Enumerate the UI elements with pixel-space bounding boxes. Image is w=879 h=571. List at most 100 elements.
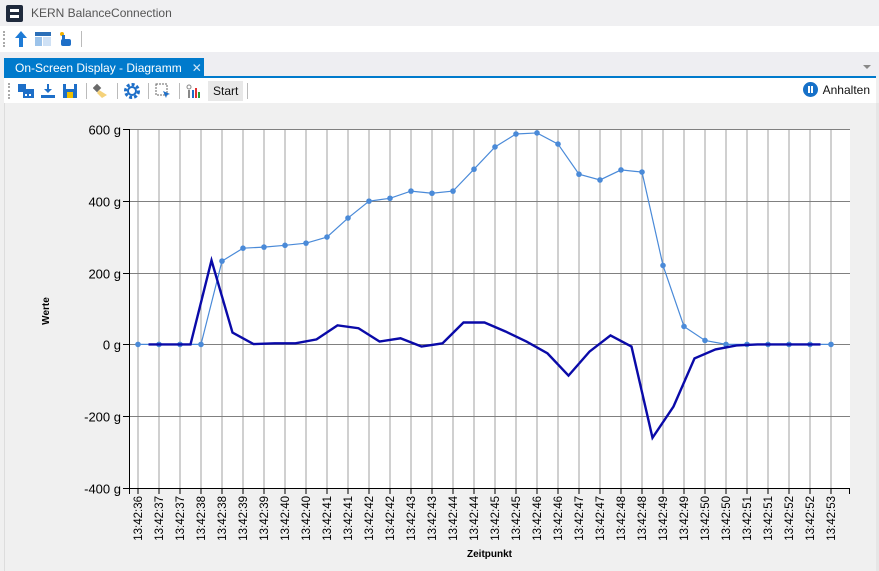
x-tick-label: 13:42:42 (364, 496, 376, 541)
data-point-marker (429, 190, 435, 197)
touch-button[interactable] (55, 29, 75, 49)
select-icon (155, 83, 170, 98)
x-tick-label: 13:42:42 (385, 496, 397, 541)
start-button[interactable]: Start (208, 80, 244, 101)
y-tick-label: 0 g (103, 338, 121, 353)
data-point-marker (324, 234, 330, 240)
data-point-marker (282, 242, 288, 249)
halt-label: Anhalten (822, 82, 870, 97)
data-point-marker (639, 169, 645, 175)
data-point-marker (408, 188, 414, 194)
x-tick-label: 13:42:40 (301, 496, 313, 541)
select-button[interactable] (153, 81, 173, 101)
x-tick-label: 13:42:38 (196, 496, 208, 541)
y-tick-label: -200 g (84, 410, 121, 425)
data-point-marker (387, 195, 393, 202)
data-point-marker (261, 244, 267, 250)
x-tick-label: 13:42:51 (742, 496, 754, 541)
upload-button[interactable] (11, 29, 31, 49)
chart-settings-icon (186, 84, 200, 98)
layout-icon (35, 32, 51, 46)
toolbar-separator (86, 82, 87, 99)
data-point-marker (303, 240, 309, 246)
x-tick-label: 13:42:36 (133, 496, 145, 541)
x-tick-label: 13:42:45 (490, 496, 502, 541)
data-point-marker (576, 171, 582, 178)
title-bar: KERN BalanceConnection (0, 0, 879, 26)
x-tick-label: 13:42:52 (805, 496, 817, 541)
line-chart: 600 g 400 g 200 g 0 g -200 g -400 g 13:42:36 13… (41, 123, 850, 560)
x-tick-label: 13:42:53 (826, 496, 838, 541)
x-tick-label: 13:42:49 (679, 496, 691, 541)
tab-label: On-Screen Display - Diagramm (15, 60, 182, 75)
y-tick-label: 600 g (88, 123, 121, 138)
y-axis-title: Werte (41, 297, 52, 325)
data-point-marker (471, 166, 477, 173)
toolbar-separator (148, 82, 149, 99)
clear-button[interactable] (91, 81, 111, 101)
toolbar-separator (179, 82, 180, 99)
halt-button[interactable]: Anhalten (802, 82, 870, 97)
x-tick-label: 13:42:50 (700, 496, 712, 541)
pause-icon (802, 82, 818, 97)
save-button[interactable] (60, 81, 80, 101)
x-tick-label: 13:42:46 (532, 496, 544, 541)
chart-settings-button[interactable] (184, 81, 204, 101)
series-line-change (148, 255, 821, 441)
data-point-marker (513, 131, 519, 137)
y-tick-label: 200 g (88, 267, 121, 282)
x-tick-label: 13:42:47 (595, 496, 607, 541)
main-toolbar (0, 26, 879, 52)
x-tick-label: 13:42:47 (574, 496, 586, 541)
x-tick-label: 13:42:43 (427, 496, 439, 541)
x-tick-label: 13:42:40 (280, 496, 292, 541)
chart-area: 600 g 400 g 200 g 0 g -200 g -400 g 13:42:36 13… (4, 103, 876, 571)
app-logo-icon (6, 4, 23, 22)
toolbar-grip[interactable] (8, 82, 10, 99)
settings-icon (124, 82, 140, 99)
toolbar-separator (247, 82, 249, 99)
settings-button[interactable] (122, 81, 142, 101)
x-tick-label: 13:42:52 (784, 496, 796, 541)
x-tick-label: 13:42:44 (469, 495, 481, 540)
data-point-marker (198, 341, 204, 348)
tab-dropdown-icon[interactable] (863, 65, 871, 69)
x-axis-title: Zeitpunkt (467, 549, 513, 560)
data-point-marker (492, 144, 498, 150)
x-tick-label: 13:42:38 (217, 496, 229, 541)
x-tick-label: 13:42:51 (763, 496, 775, 541)
layout-button[interactable] (33, 29, 53, 49)
tab-strip: On-Screen Display - Diagramm ✕ (0, 52, 879, 77)
tab-on-screen-display[interactable]: On-Screen Display - Diagramm ✕ (4, 58, 204, 77)
save-icon (63, 83, 77, 98)
copy-button[interactable] (16, 81, 36, 101)
scrollbar[interactable] (876, 103, 879, 571)
data-point-marker (135, 341, 141, 348)
data-point-marker (828, 341, 834, 348)
data-point-marker (597, 177, 603, 183)
x-tick-label: 13:42:46 (553, 496, 565, 541)
data-point-marker (240, 245, 246, 251)
download-button[interactable] (38, 81, 58, 101)
data-point-marker (555, 141, 561, 147)
toolbar-grip[interactable] (3, 31, 5, 47)
data-point-marker (345, 215, 351, 221)
data-point-marker (660, 262, 666, 269)
x-tick-label: 13:42:43 (406, 496, 418, 541)
data-point-marker (534, 130, 540, 136)
data-point-marker (366, 198, 372, 204)
data-point-marker (450, 188, 456, 194)
data-point-marker (702, 337, 708, 344)
x-tick-label: 13:42:50 (721, 496, 733, 541)
window-title: KERN BalanceConnection (31, 6, 172, 20)
close-tab-icon[interactable]: ✕ (191, 60, 202, 75)
plot-area (129, 129, 850, 488)
copy-icon (18, 83, 34, 98)
x-tick-label: 13:42:37 (175, 496, 187, 541)
y-tick-label: 400 g (88, 195, 121, 210)
tab-underline (4, 76, 876, 78)
data-point-marker (723, 341, 729, 348)
clear-icon (93, 83, 107, 98)
data-point-marker (681, 323, 687, 330)
x-tick-label: 13:42:48 (637, 496, 649, 541)
